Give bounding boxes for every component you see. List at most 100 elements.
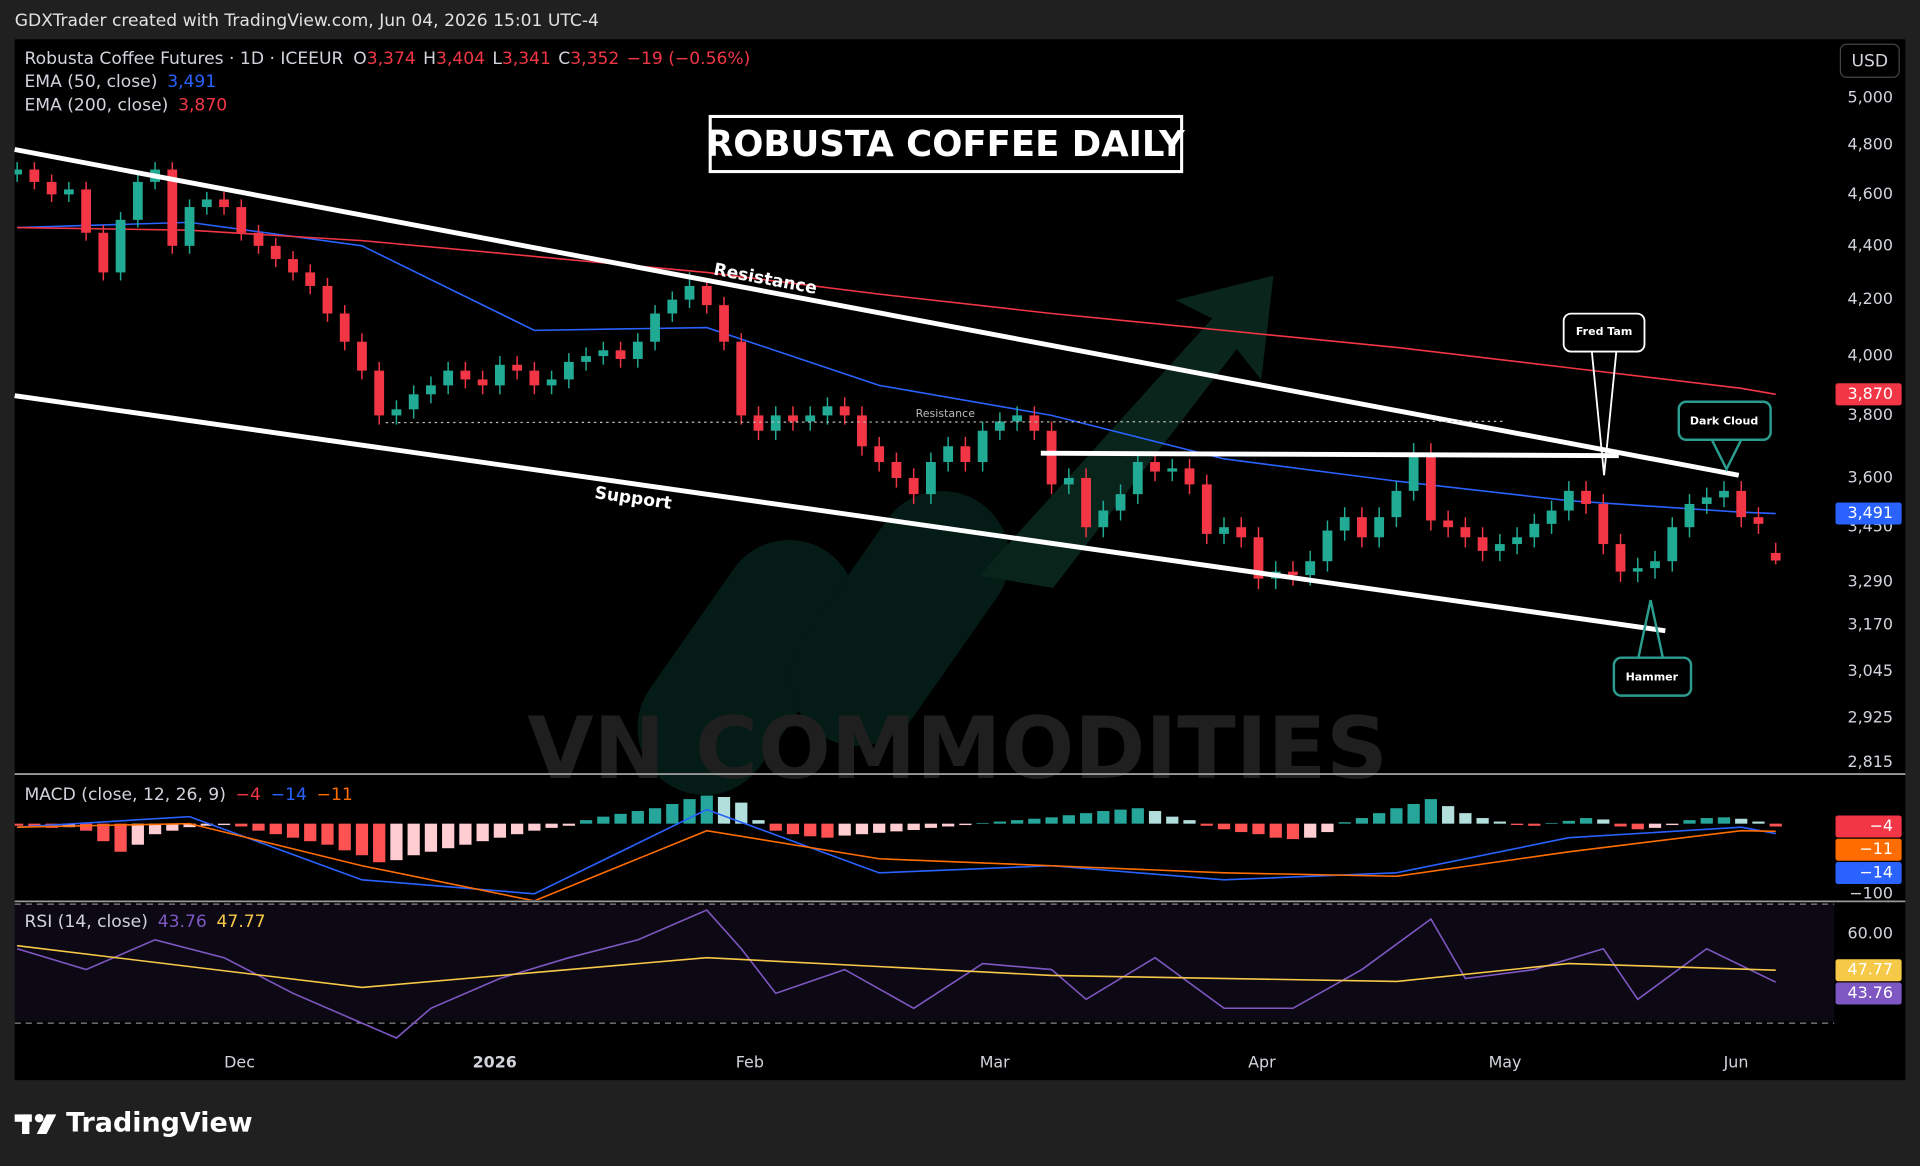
candle-body — [632, 341, 643, 359]
last-value-box — [1835, 959, 1902, 982]
last-value-box — [1835, 982, 1902, 1005]
candle-body — [1650, 561, 1660, 569]
macd-histogram-bar — [459, 823, 472, 845]
macd-histogram-bar — [235, 823, 248, 827]
macd-histogram-bar — [976, 822, 989, 824]
ohlc-key: L — [492, 49, 502, 69]
price-pane — [14, 162, 1781, 590]
y-tick-label: 4,000 — [1848, 346, 1894, 365]
candle-body — [1546, 510, 1557, 524]
fred-tam-label: Fred Tam — [1576, 325, 1632, 338]
resistance-level-label: Resistance — [916, 407, 976, 420]
macd-histogram-bar — [942, 823, 955, 827]
macd-line — [17, 822, 1776, 901]
x-tick-label: Apr — [1248, 1053, 1276, 1072]
candle-body — [1201, 484, 1212, 534]
candle-body — [891, 461, 902, 478]
rsi-value: 43.76 — [158, 912, 207, 932]
candle-body — [926, 461, 936, 495]
candle-body — [1063, 477, 1074, 485]
candle-body — [1322, 530, 1333, 562]
dark-cloud-label: Dark Cloud — [1690, 414, 1758, 427]
candle-body — [529, 370, 540, 386]
candle-body — [615, 350, 626, 359]
hammer-label: Hammer — [1626, 670, 1679, 683]
y-tick-label: 4,200 — [1848, 289, 1894, 308]
last-value-box — [1835, 861, 1902, 885]
logo-shape — [34, 1113, 44, 1123]
rsi-title: RSI (14, close) — [24, 912, 147, 932]
candle-body — [667, 299, 678, 314]
candle-body — [236, 207, 247, 233]
macd-histogram-bar — [1614, 823, 1627, 827]
candle-body — [857, 415, 867, 447]
macd-histogram-bar — [1459, 813, 1472, 824]
candle-body — [63, 189, 74, 195]
macd-histogram-bar — [545, 823, 558, 828]
macd-histogram-bar — [959, 823, 972, 826]
chart-area — [14, 39, 1906, 1081]
macd-histogram-bar — [14, 823, 24, 826]
candle-body — [1253, 537, 1264, 579]
candle-body — [1425, 452, 1436, 521]
ema-line — [17, 226, 1776, 396]
candle-body — [1684, 503, 1695, 528]
macd-histogram-bar — [1183, 820, 1196, 824]
macd-histogram-bar — [269, 823, 282, 835]
macd-histogram-bar — [217, 823, 231, 826]
header-text: GDXTrader created with TradingView.com, … — [15, 11, 599, 31]
currency[interactable]: USD — [1851, 51, 1888, 71]
last-value-box — [1835, 502, 1902, 525]
macd-histogram-bar — [1597, 819, 1610, 824]
candle-body — [788, 415, 798, 422]
ohlc-key: O — [353, 49, 366, 69]
candle-body — [1081, 477, 1091, 528]
last-value-label: 43.76 — [1848, 983, 1894, 1002]
candle-body — [1374, 517, 1385, 538]
candle-body — [1357, 517, 1367, 538]
symbol-legend: Robusta Coffee Futures · 1D · ICEEUR O3,3… — [24, 49, 750, 69]
logo-shape — [22, 1114, 30, 1135]
macd-histogram-bar — [907, 823, 920, 830]
macd-histogram-bar — [1528, 823, 1541, 826]
candle-body — [563, 361, 574, 380]
macd-histogram-bar — [752, 820, 765, 824]
ema200-legend: EMA (200, close) 3,870 — [24, 95, 227, 115]
candle-body — [1219, 527, 1229, 534]
currency-button[interactable] — [1839, 43, 1900, 78]
candle-body — [408, 394, 419, 410]
macd-histogram-bar — [1286, 823, 1300, 840]
ohlc-value: 3,341 — [502, 49, 551, 69]
candle-body — [943, 446, 954, 462]
macd-histogram-bar — [1097, 811, 1110, 824]
macd-value: −4 — [236, 785, 261, 805]
candle-body — [184, 207, 195, 246]
macd-histogram-bar — [924, 823, 938, 828]
macd-line — [17, 808, 1776, 895]
candle-body — [322, 285, 333, 314]
horizontal-level — [1040, 450, 1619, 459]
candle-body — [1132, 461, 1143, 495]
macd-histogram-bar — [355, 823, 369, 856]
macd-histogram-bar — [200, 823, 213, 826]
candle-body — [132, 181, 143, 220]
macd-histogram-bar — [1045, 817, 1058, 824]
macd-histogram-bar — [614, 813, 627, 824]
candle-body — [1736, 490, 1747, 518]
rsi-line — [16, 909, 1777, 1039]
candle-body — [581, 356, 591, 362]
candle-body — [960, 446, 971, 462]
axes: 5,000 4,800 4,600 4,400 4,200 4,000 3,800 3,600… — [224, 87, 1902, 1072]
macd-histogram-bar — [424, 823, 438, 852]
macd-histogram-bar — [1114, 809, 1127, 824]
macd-value: −11 — [317, 785, 353, 805]
macd-histogram-bar — [648, 808, 662, 824]
macd-histogram-bar — [1304, 823, 1317, 838]
macd-histogram-bar — [1166, 816, 1179, 824]
candle-body — [167, 169, 178, 246]
candle-body — [270, 245, 281, 260]
candle-body — [460, 370, 471, 380]
macd-histogram-bar — [1683, 820, 1696, 824]
macd-histogram-bar — [79, 823, 93, 831]
macd-histogram-bar — [1269, 823, 1282, 838]
